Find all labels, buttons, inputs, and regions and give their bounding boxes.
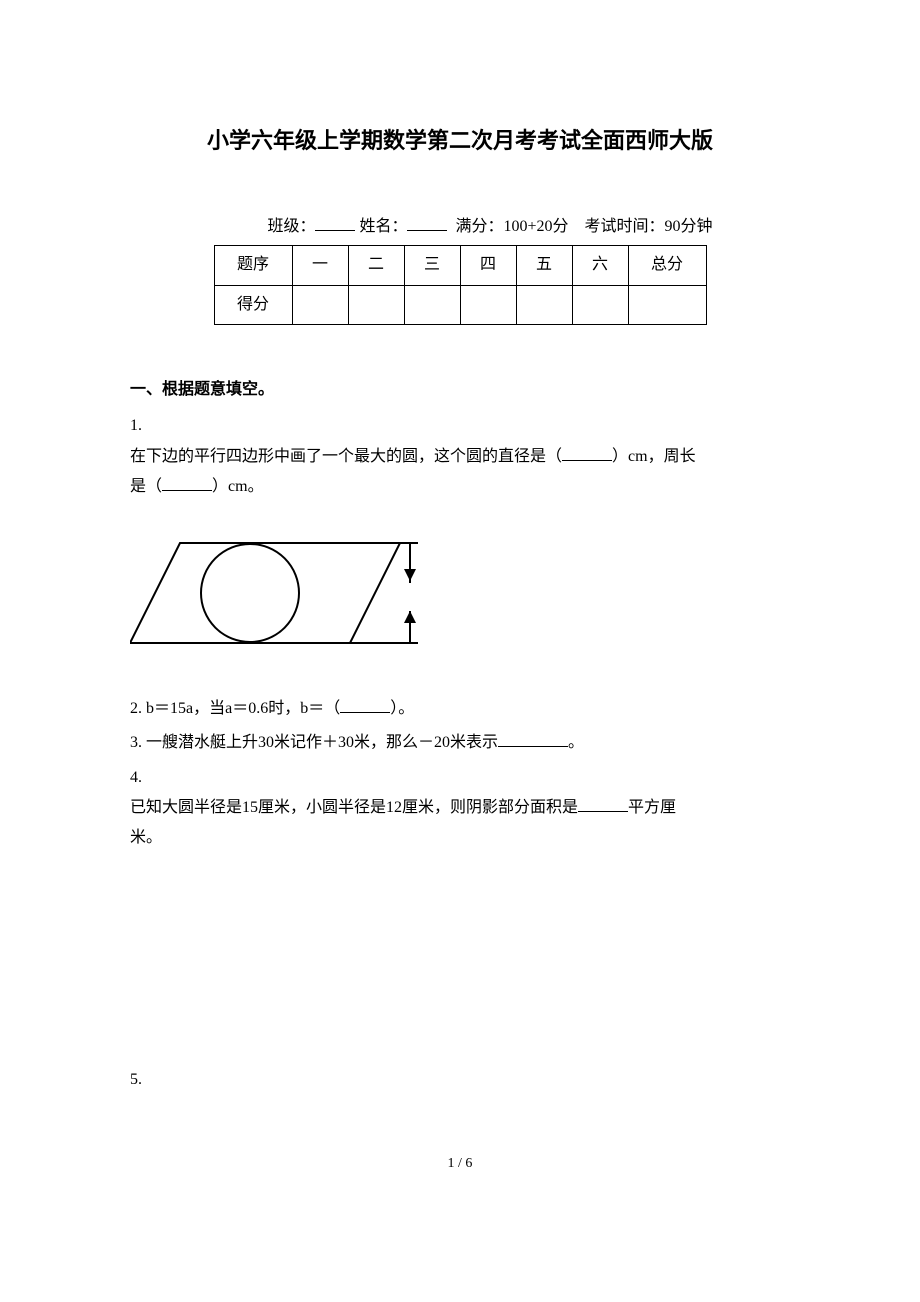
question-3: 3. 一艘潜水艇上升30米记作＋30米，那么－20米表示 。: [130, 728, 790, 758]
col-header: 总分: [628, 246, 706, 285]
q2-text-a: b＝15a，当a＝0.6时，b＝（: [142, 700, 340, 717]
col-header: 三: [404, 246, 460, 285]
score-cell[interactable]: [572, 285, 628, 324]
score-cell[interactable]: [292, 285, 348, 324]
document-title: 小学六年级上学期数学第二次月考考试全面西师大版: [130, 120, 790, 162]
class-label: 班级：: [267, 218, 315, 235]
question-2: 2. b＝15a，当a＝0.6时，b＝（ ）。: [130, 694, 790, 724]
col-header: 四: [460, 246, 516, 285]
q4-text-a: 已知大圆半径是15厘米，小圆半径是12厘米，则阴影部分面积是: [130, 799, 578, 816]
full-score-label: 满分：: [455, 218, 503, 235]
q1-blank-2[interactable]: [162, 475, 212, 491]
score-row-label: 得分: [214, 285, 292, 324]
score-cell[interactable]: [516, 285, 572, 324]
col-header: 一: [292, 246, 348, 285]
question-number: 3.: [130, 734, 142, 751]
q4-blank[interactable]: [578, 796, 628, 812]
col-header: 二: [348, 246, 404, 285]
q1-blank-1[interactable]: [562, 445, 612, 461]
name-label: 姓名：: [359, 218, 407, 235]
question-number: 2.: [130, 700, 142, 717]
question-5: 5.: [130, 1065, 790, 1095]
name-blank[interactable]: [407, 215, 447, 231]
question-1: 1. 在下边的平行四边形中画了一个最大的圆，这个圆的直径是（ ）cm，周长 是（ ）…: [130, 411, 790, 502]
q3-blank[interactable]: [498, 731, 568, 747]
section-heading: 一、根据题意填空。: [130, 375, 790, 405]
q4-text-c: 米。: [130, 823, 790, 853]
q1-text-b: ）cm，周长: [612, 448, 696, 465]
q3-text-a: 一艘潜水艇上升30米记作＋30米，那么－20米表示: [142, 734, 498, 751]
score-cell[interactable]: [348, 285, 404, 324]
question-number: 5.: [130, 1071, 142, 1088]
full-score-value: 100+20分: [503, 218, 568, 235]
q1-text-a: 在下边的平行四边形中画了一个最大的圆，这个圆的直径是（: [130, 448, 562, 465]
page-number: 1 / 6: [130, 1151, 790, 1178]
question-4: 4. 已知大圆半径是15厘米，小圆半径是12厘米，则阴影部分面积是 平方厘 米。: [130, 763, 790, 854]
table-header-row: 题序 一 二 三 四 五 六 总分: [214, 246, 706, 285]
time-label: 考试时间：: [585, 218, 665, 235]
q2-text-b: ）。: [390, 700, 414, 717]
question-number: 1.: [130, 411, 790, 441]
figure2-svg: [130, 884, 430, 1034]
col-header: 五: [516, 246, 572, 285]
time-value: 90分钟: [665, 218, 713, 235]
exam-header-info: 班级： 姓名： 满分：100+20分 考试时间：90分钟: [130, 212, 790, 242]
score-table: 题序 一 二 三 四 五 六 总分 得分: [214, 245, 707, 325]
q2-blank[interactable]: [340, 697, 390, 713]
class-blank[interactable]: [315, 215, 355, 231]
figure1-svg: [130, 533, 430, 663]
figure-annulus-square: [130, 884, 790, 1045]
question-number: 4.: [130, 763, 790, 793]
score-cell[interactable]: [628, 285, 706, 324]
figure-parallelogram-circle: [130, 533, 790, 674]
score-cell[interactable]: [404, 285, 460, 324]
q3-text-b: 。: [568, 734, 584, 751]
q4-text-b: 平方厘: [628, 799, 676, 816]
q1-text-d: ）cm。: [212, 478, 264, 495]
col-header: 六: [572, 246, 628, 285]
q1-text-c: 是（: [130, 478, 162, 495]
score-cell[interactable]: [460, 285, 516, 324]
table-score-row: 得分: [214, 285, 706, 324]
col-header: 题序: [214, 246, 292, 285]
